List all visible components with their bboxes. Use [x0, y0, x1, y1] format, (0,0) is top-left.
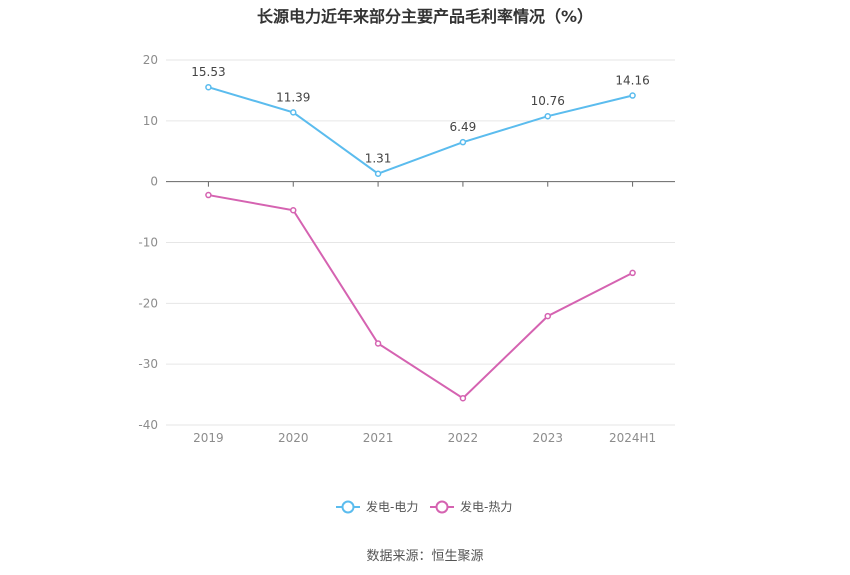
y-tick-label: -10 [138, 236, 158, 250]
x-tick-label: 2024H1 [609, 431, 656, 445]
data-label: 14.16 [615, 74, 649, 88]
data-point [290, 207, 297, 214]
data-label: 1.31 [365, 152, 392, 166]
chart-title: 长源电力近年来部分主要产品毛利率情况（%） [257, 7, 593, 26]
grid-lines [166, 59, 675, 426]
legend-marker-icon [341, 500, 355, 514]
y-tick-label: 20 [143, 53, 158, 67]
x-tick-label: 2022 [448, 431, 479, 445]
x-tick-label: 2021 [363, 431, 394, 445]
x-tick-label: 2019 [193, 431, 224, 445]
y-axis: 20 10 0 -10 -20 -30 -40 [138, 53, 158, 432]
data-point [629, 269, 636, 277]
x-tick-label: 2023 [532, 431, 563, 445]
series-line [208, 86, 633, 175]
legend-item[interactable]: 发电-热力 [430, 499, 512, 514]
series-line [208, 194, 634, 400]
y-tick-label: -30 [138, 357, 158, 371]
data-label: 6.49 [450, 120, 477, 134]
y-tick-label: -20 [138, 296, 158, 310]
legend-marker-icon [435, 500, 449, 514]
data-point [374, 170, 382, 177]
data-point [205, 83, 212, 91]
series-group: 15.53 11.39 1.31 6.49 10.76 14.16 [191, 65, 650, 402]
legend[interactable]: 发电-电力 发电-热力 [336, 499, 512, 514]
x-tick-label: 2020 [278, 431, 309, 445]
x-axis: 2019 2020 2021 2022 2023 2024H1 [166, 181, 675, 445]
data-point [459, 394, 467, 402]
y-tick-label: -40 [138, 418, 158, 432]
data-point [205, 191, 212, 199]
y-tick-label: 0 [150, 175, 158, 189]
data-label: 11.39 [276, 90, 310, 104]
series-1: 15.53 11.39 1.31 6.49 10.76 14.16 [191, 65, 650, 177]
data-source: 数据来源：恒生聚源 [366, 549, 483, 564]
data-point [374, 340, 382, 347]
data-point [544, 312, 551, 320]
data-point [544, 112, 551, 120]
legend-label: 发电-热力 [460, 499, 512, 514]
data-point [629, 92, 636, 99]
legend-label: 发电-电力 [366, 499, 418, 514]
data-label: 10.76 [531, 94, 565, 108]
legend-item[interactable]: 发电-电力 [336, 499, 418, 514]
y-tick-label: 10 [143, 114, 158, 128]
series-2 [205, 191, 636, 402]
data-label: 15.53 [191, 65, 225, 79]
data-point [459, 138, 467, 146]
data-point [290, 109, 297, 116]
